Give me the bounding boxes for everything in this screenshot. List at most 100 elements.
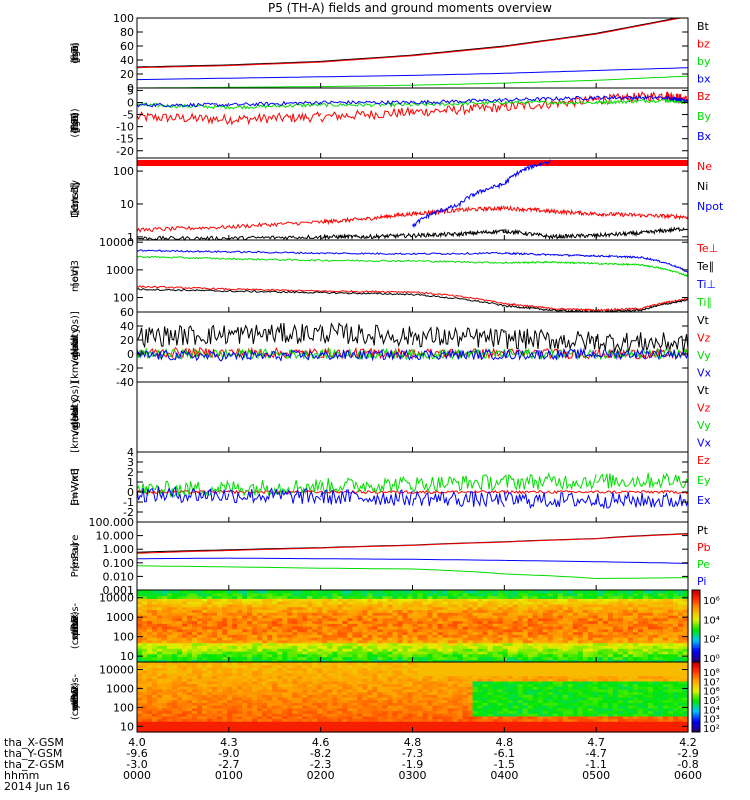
spectrogram-cell — [302, 628, 308, 633]
spectrogram-cell — [272, 656, 278, 660]
spectrogram-cell — [678, 645, 684, 649]
spectrogram-cell — [302, 612, 308, 616]
spectrogram-cell — [142, 672, 148, 677]
spectrogram-cell — [147, 601, 153, 605]
spectrogram-cell — [172, 598, 178, 602]
spectrogram-cell — [647, 609, 654, 613]
spectrogram-cell — [137, 686, 143, 690]
series-line — [366, 211, 413, 221]
spectrogram-cell — [317, 710, 323, 714]
spectrogram-cell — [137, 601, 143, 605]
spectrogram-cell — [377, 639, 383, 644]
spectrogram-cell — [397, 634, 404, 638]
spectrogram-cell — [242, 623, 248, 627]
spectrogram-cell — [663, 609, 669, 613]
spectrogram-cell — [397, 715, 404, 720]
panel-frame — [136, 17, 689, 89]
spectrogram-cell — [372, 614, 378, 619]
spectrogram-cell — [412, 678, 419, 682]
spectrogram-cell — [607, 592, 614, 597]
spectrogram-cell — [622, 590, 629, 594]
spectrogram-cell — [352, 672, 358, 677]
spectrogram-cell — [247, 672, 253, 677]
spectrogram-cell — [162, 713, 168, 717]
spectrogram-cell — [617, 645, 624, 649]
spectrogram-cell — [387, 601, 394, 605]
spectrogram-cell — [497, 590, 504, 594]
legend-entry: Bz — [697, 90, 711, 103]
spectrogram-cell — [437, 710, 444, 714]
spectrogram-cell — [582, 609, 589, 613]
spectrogram-cell — [557, 592, 564, 597]
spectrogram-cell — [397, 713, 404, 717]
spectrogram-cell — [312, 637, 318, 641]
spectrogram-cell — [277, 713, 283, 717]
spectrogram-cell — [557, 634, 564, 638]
spectrogram-cell — [162, 715, 168, 720]
series-line — [136, 565, 229, 568]
spectrogram-cell — [427, 650, 434, 655]
spectrogram-cell — [252, 592, 258, 597]
spectrogram-cell — [517, 617, 524, 622]
spectrogram-cell — [252, 707, 258, 712]
spectrogram-cell — [402, 686, 409, 690]
spectrogram-cell — [622, 614, 629, 619]
spectrogram-cell — [247, 713, 253, 717]
figure-title: P5 (TH-A) fields and ground moments over… — [268, 1, 552, 15]
spectrogram-cell — [422, 603, 429, 608]
spectrogram-cell — [207, 662, 213, 666]
spectrogram-cell — [457, 656, 464, 660]
spectrogram-cell — [167, 664, 173, 668]
spectrogram-cell — [217, 691, 223, 695]
spectrogram-cell — [432, 723, 439, 728]
spectrogram-cell — [607, 628, 614, 633]
spectrogram-cell — [302, 726, 308, 730]
spectrogram-cell — [267, 710, 273, 714]
spectrogram-cell — [312, 675, 318, 679]
spectrogram-cell — [282, 617, 288, 622]
spectrogram-cell — [282, 626, 288, 630]
spectrogram-cell — [322, 715, 328, 720]
colorbar-tick-label: 10² — [703, 635, 720, 646]
spectrogram-cell — [487, 598, 494, 602]
spectrogram-cell — [347, 595, 353, 599]
spectrogram-cell — [147, 705, 153, 709]
spectrogram-cell — [407, 705, 414, 709]
spectrogram-cell — [242, 634, 248, 638]
spectrogram-cell — [422, 699, 429, 703]
spectrogram-cell — [247, 598, 253, 602]
spectrogram-cell — [492, 598, 499, 602]
spectrogram-cell — [482, 639, 489, 644]
spectrogram-cell — [382, 672, 388, 677]
spectrogram-cell — [202, 601, 208, 605]
spectrogram-cell — [187, 662, 193, 666]
spectrogram-cell — [432, 650, 439, 655]
y-tick-label: 20 — [120, 334, 134, 347]
spectrogram-cell — [642, 637, 649, 641]
spectrogram-cell — [422, 650, 429, 655]
spectrogram-cell — [267, 603, 273, 608]
spectrogram-cell — [532, 598, 539, 602]
spectrogram-cell — [683, 659, 689, 663]
spectrogram-cell — [447, 656, 454, 660]
spectrogram-cell — [462, 650, 469, 655]
series-line — [320, 348, 413, 362]
spectrogram-cell — [397, 694, 404, 698]
spectrogram-cell — [297, 603, 303, 608]
spectrogram-cell — [197, 680, 203, 685]
spectrogram-cell — [302, 713, 308, 717]
spectrogram-cell — [262, 595, 268, 599]
spectrogram-cell — [362, 702, 368, 706]
spectrogram-cell — [422, 645, 429, 649]
spectrogram-cell — [452, 642, 459, 646]
spectrogram-cell — [252, 688, 258, 693]
spectrogram-cell — [602, 642, 609, 646]
spectrogram-cell — [312, 601, 318, 605]
spectrogram-cell — [312, 662, 318, 666]
spectrogram-cell — [427, 723, 434, 728]
spectrogram-cell — [382, 705, 388, 709]
spectrogram-cell — [312, 699, 318, 703]
spectrogram-cell — [177, 662, 183, 666]
spectrogram-cell — [402, 667, 409, 671]
